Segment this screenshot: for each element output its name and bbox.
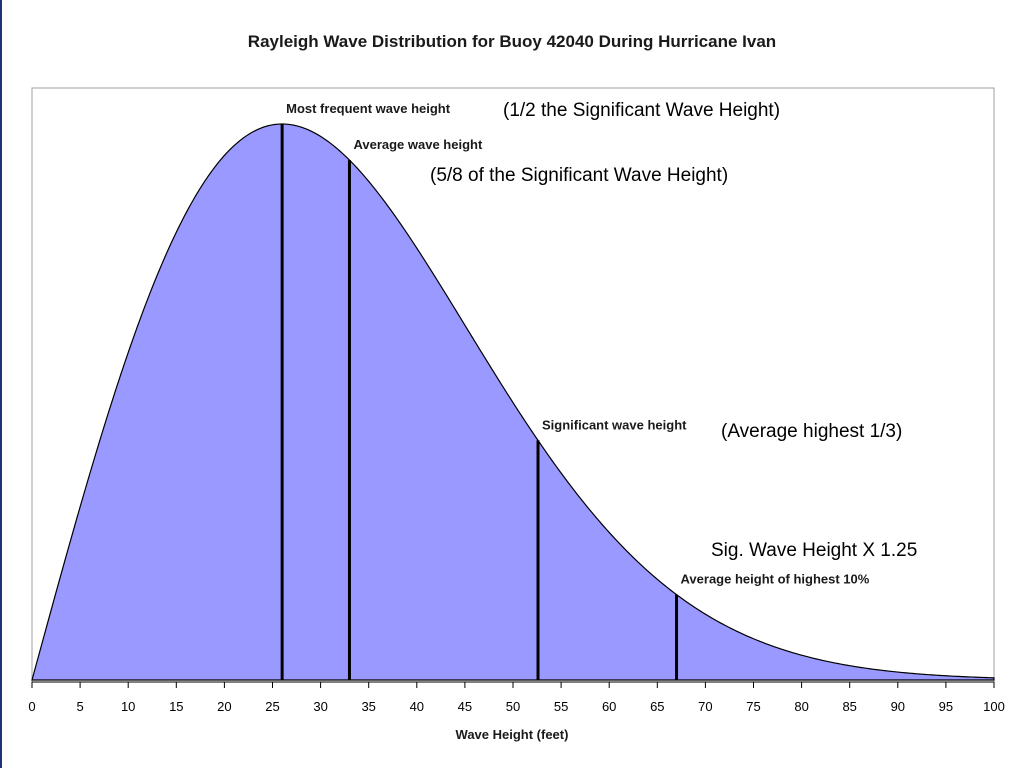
x-tick-label: 10	[121, 699, 135, 714]
left-edge-bar	[0, 0, 2, 768]
x-tick-label: 80	[794, 699, 808, 714]
five-eighths-note: (5/8 of the Significant Wave Height)	[430, 165, 728, 186]
half-significant-note: (1/2 the Significant Wave Height)	[503, 100, 780, 121]
x-tick-label: 20	[217, 699, 231, 714]
x-tick-label: 50	[506, 699, 520, 714]
marker-lines	[280, 124, 679, 680]
x-tick-label: 0	[28, 699, 35, 714]
x-tick-label: 95	[939, 699, 953, 714]
times-125-note: Sig. Wave Height X 1.25	[711, 540, 917, 561]
x-tick-label: 70	[698, 699, 712, 714]
x-tick-label: 35	[361, 699, 375, 714]
x-ticks: 0 5 10 15 20 25 30 35 40 45 50 55 60 65 70 75 80 85 90 95 10…	[28, 682, 1005, 714]
x-tick-label: 100	[983, 699, 1005, 714]
marker-label-significant: Significant wave height	[542, 417, 687, 432]
marker-label-highest-10: Average height of highest 10%	[681, 572, 870, 587]
x-tick-label: 15	[169, 699, 183, 714]
marker-label-average: Average wave height	[353, 137, 483, 152]
x-tick-label: 75	[746, 699, 760, 714]
x-tick-label: 90	[891, 699, 905, 714]
x-tick-label: 30	[313, 699, 327, 714]
x-tick-label: 85	[842, 699, 856, 714]
marker-labels: Most frequent wave height Average wave he…	[286, 101, 870, 587]
x-tick-label: 5	[76, 699, 83, 714]
x-tick-label: 65	[650, 699, 664, 714]
x-tick-label: 55	[554, 699, 568, 714]
x-tick-label: 25	[265, 699, 279, 714]
x-tick-label: 40	[410, 699, 424, 714]
highest-third-note: (Average highest 1/3)	[721, 421, 902, 442]
x-tick-label: 45	[458, 699, 472, 714]
x-axis-label: Wave Height (feet)	[456, 727, 569, 742]
marker-label-most-frequent: Most frequent wave height	[286, 101, 451, 116]
chart-title: Rayleigh Wave Distribution for Buoy 4204…	[248, 32, 776, 51]
distribution-area	[31, 123, 995, 681]
x-tick-label: 60	[602, 699, 616, 714]
